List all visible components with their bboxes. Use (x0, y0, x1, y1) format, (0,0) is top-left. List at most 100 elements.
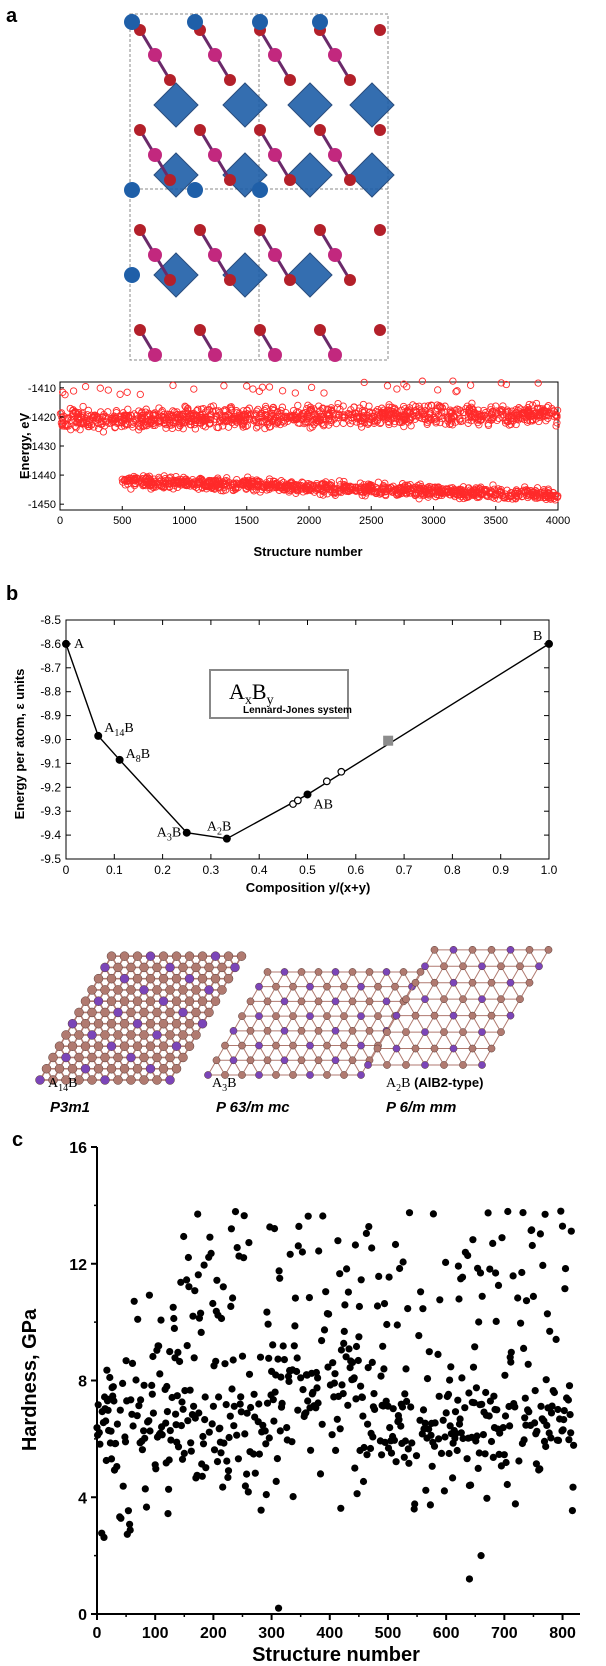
panel-c-point (426, 1501, 434, 1509)
panel-c-point (102, 1417, 110, 1425)
panel-a-point (121, 412, 129, 420)
panel-a-point (436, 418, 444, 427)
panel-c-point (130, 1297, 138, 1305)
panel-c-point (371, 1405, 379, 1413)
panel-c-point (212, 1357, 220, 1365)
panel-c-point (412, 1452, 421, 1460)
panel-c-point (227, 1302, 235, 1310)
panel-c-point (173, 1392, 181, 1400)
panel-c-point (328, 1431, 336, 1439)
panel-a-point (195, 477, 203, 485)
panel-c-point (269, 1341, 277, 1349)
panel-c-point (519, 1209, 527, 1217)
panel-c-point (360, 1443, 368, 1452)
panel-c-point (343, 1265, 351, 1273)
panel-b-open-point (322, 777, 331, 786)
cation-atom-shape (208, 48, 222, 62)
panel-c-point (270, 1417, 278, 1425)
panel-b-xtick-label: 0.3 (203, 863, 220, 877)
panel-a-point (406, 484, 415, 492)
panel-a-point (516, 491, 524, 499)
panel-a-point (71, 407, 79, 416)
panel-a-point (129, 417, 137, 425)
anion-atom-shape (124, 182, 140, 198)
oxygen-atom-shape (254, 324, 266, 336)
panel-a-point (524, 405, 533, 414)
panel-a-point (470, 486, 478, 494)
panel-c-point (561, 1265, 570, 1273)
panel-a-point (265, 383, 274, 391)
panel-a-point (116, 390, 124, 398)
panel-c-point (113, 1463, 121, 1471)
panel-c-xtick-label: 400 (316, 1625, 343, 1642)
panel-c-point (163, 1408, 171, 1416)
panel-c-point (391, 1240, 400, 1249)
panel-c-point (169, 1303, 177, 1311)
panel-a-point (323, 410, 331, 418)
panel-a-xtick-label: 1500 (235, 515, 259, 527)
panel-a-point (322, 415, 330, 423)
panel-c-ytick-label: 12 (69, 1257, 87, 1274)
panel-c-point (240, 1254, 248, 1262)
panel-a-point (93, 413, 102, 421)
panel-a-point (169, 485, 177, 493)
panel-c-point (435, 1435, 443, 1443)
panel-b-xtick-label: 0.9 (492, 863, 509, 877)
anion-atom-shape (252, 182, 268, 198)
tetrahedron-shape (153, 152, 199, 198)
panel-a-point (534, 379, 542, 387)
panel-a-point (532, 409, 540, 417)
panel-c-point (550, 1388, 559, 1397)
panel-a-point (432, 493, 440, 501)
panel-a-point (426, 415, 435, 423)
panel-a-point (448, 421, 457, 429)
panel-a-point (102, 413, 110, 421)
panel-c-point (461, 1404, 469, 1412)
panel-a-point (483, 492, 491, 500)
panel-c-point (478, 1292, 486, 1300)
panel-c-point (554, 1405, 562, 1414)
panel-c-point (243, 1409, 251, 1417)
panel-a-point (110, 416, 119, 424)
panel-c-point (492, 1269, 500, 1277)
panel-c-point (389, 1405, 397, 1413)
panel-c-point (113, 1420, 121, 1428)
cation-atom-shape (328, 348, 342, 362)
panel-c-point (201, 1416, 209, 1424)
panel-c-point (236, 1400, 244, 1408)
panel-c-point (351, 1241, 359, 1249)
panel-a-point (438, 485, 446, 493)
panel-a-point (294, 401, 302, 410)
panel-c-point (187, 1439, 195, 1447)
panel-c-point (291, 1322, 299, 1330)
panel-a-point (81, 382, 90, 391)
panel-c-point (364, 1420, 372, 1428)
panel-a-point (221, 479, 230, 487)
panel-c-point (162, 1419, 170, 1427)
panel-c-point (398, 1403, 407, 1411)
panel-b-ytick-label: -9.0 (40, 733, 61, 747)
tetrahedron-shape (349, 152, 395, 198)
panel-a-point (242, 413, 250, 422)
panel-c-point (344, 1401, 352, 1409)
panel-c-point (564, 1396, 573, 1404)
panel-c-point (117, 1514, 125, 1522)
panel-a-point (80, 418, 88, 426)
panel-a-xtick-label: 2000 (297, 515, 321, 527)
panel-c-point (493, 1406, 501, 1414)
oxygen-atom-shape (164, 174, 176, 186)
panel-c-point (345, 1345, 353, 1353)
panel-a-point (162, 420, 170, 429)
panel-c-point (244, 1488, 252, 1496)
panel-b-xtick-label: 0.5 (299, 863, 316, 877)
panel-a-point (87, 421, 96, 429)
panel-c-point (318, 1337, 326, 1345)
panel-a-point (233, 414, 242, 422)
panel-c-point (222, 1401, 230, 1409)
panel-c-point (256, 1353, 265, 1361)
panel-c-point (107, 1455, 116, 1463)
panel-c-point (155, 1342, 163, 1350)
panel-a-point (468, 490, 477, 498)
panel-a-point (471, 408, 479, 417)
panel-b-hull-points (62, 639, 553, 843)
